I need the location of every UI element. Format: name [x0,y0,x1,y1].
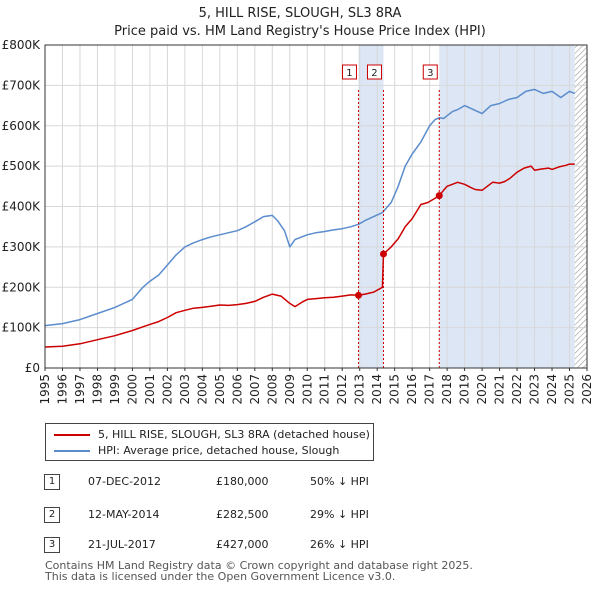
x-tick-label: 2002 [160,374,174,405]
legend-property-label: 5, HILL RISE, SLOUGH, SL3 8RA (detached … [98,428,370,441]
x-tick-label: 2009 [283,374,297,405]
footer-licence: This data is licensed under the Open Gov… [45,570,396,583]
x-tick-label: 1995 [38,374,52,405]
y-tick-label: £400K [2,200,42,214]
x-tick-label: 2025 [563,374,577,405]
sale-point [379,250,387,258]
x-tick-label: 2007 [248,374,262,405]
x-tick-label: 2003 [178,374,192,405]
x-tick-label: 2016 [405,374,419,405]
property-price-line [44,163,575,348]
title-line-1: 5, HILL RISE, SLOUGH, SL3 8RA [198,6,402,21]
x-tick-label: 2024 [545,374,559,405]
sale-price: £180,000 [216,475,269,488]
x-tick-label: 2026 [580,374,594,405]
sale-date: 21-JUL-2017 [88,538,156,551]
sale-price: £282,500 [216,508,269,521]
table-row: 2 12-MAY-2014 £282,500 29% ↓ HPI [44,507,424,523]
sale-point [435,192,443,200]
x-tick-label: 2004 [195,374,209,405]
y-tick-label: £700K [2,78,42,92]
y-tick-label: £800K [2,38,42,52]
x-tick-label: 2014 [370,374,384,405]
x-tick-label: 2023 [528,374,542,405]
sale-number-badge: 3 [44,537,60,553]
sale-number-badge: 2 [44,507,60,523]
x-tick-label: 2000 [125,374,139,405]
hpi-line [44,88,576,327]
y-tick-label: £300K [2,240,42,254]
x-tick-label: 2020 [475,374,489,405]
sale-marker-box [422,64,438,80]
sale-marker-box [366,64,382,80]
x-tick-label: 1997 [73,374,87,405]
sale-marker-label: 3 [427,68,433,79]
y-tick-label: £600K [2,119,42,133]
legend-hpi-swatch [54,450,90,452]
title-line-2: Price paid vs. HM Land Registry's House … [114,24,486,39]
legend-item-hpi: HPI: Average price, detached house, Slou… [54,444,339,458]
x-tick-label: 1999 [108,374,122,405]
x-tick-label: 2013 [353,374,367,405]
sale-point [354,291,362,299]
sale-date: 12-MAY-2014 [88,508,160,521]
x-tick-label: 2019 [458,374,472,405]
sale-marker-label: 1 [346,68,352,79]
footer-copyright: Contains HM Land Registry data © Crown c… [45,559,473,572]
plot-frame [44,44,588,369]
x-tick-label: 2011 [318,374,332,405]
y-tick-label: £200K [2,280,42,294]
x-tick-label: 2010 [300,374,314,405]
sale-marker-label: 2 [371,68,377,79]
sale-hpi-diff: 26% ↓ HPI [310,538,369,551]
x-tick-label: 2021 [493,374,507,405]
x-tick-label: 2006 [230,374,244,405]
sale-price: £427,000 [216,538,269,551]
legend-item-property: 5, HILL RISE, SLOUGH, SL3 8RA (detached … [54,428,370,442]
sale-hpi-diff: 29% ↓ HPI [310,508,369,521]
legend-hpi-label: HPI: Average price, detached house, Slou… [98,444,340,457]
footer: Contains HM Land Registry data © Crown c… [45,560,473,582]
x-tick-label: 1996 [55,374,69,405]
x-tick-label: 2001 [143,374,157,405]
x-tick-label: 2012 [335,374,349,405]
sale-marker-box [341,64,357,80]
y-tick-label: £100K [2,321,42,335]
x-tick-label: 2017 [423,374,437,405]
price-chart: 1 2 3 £0 £100K £200K £300K £400K £500K £600K £700… [2,38,594,405]
legend-property-swatch [54,434,90,436]
sale-date: 07-DEC-2012 [88,475,162,488]
x-tick-label: 2015 [388,374,402,405]
x-tick-label: 2022 [510,374,524,405]
y-tick-label: £0 [25,361,40,375]
legend: 5, HILL RISE, SLOUGH, SL3 8RA (detached … [45,423,374,461]
x-tick-label: 1998 [90,374,104,405]
chart-title: 5, HILL RISE, SLOUGH, SL3 8RA Price paid… [0,5,600,41]
table-row: 1 07-DEC-2012 £180,000 50% ↓ HPI [44,474,424,490]
table-row: 3 21-JUL-2017 £427,000 26% ↓ HPI [44,537,424,553]
sale-number-badge: 1 [44,474,60,490]
x-tick-label: 2018 [440,374,454,405]
x-tick-label: 2008 [265,374,279,405]
sale-hpi-diff: 50% ↓ HPI [310,475,369,488]
x-tick-label: 2005 [213,374,227,405]
y-tick-label: £500K [2,159,42,173]
